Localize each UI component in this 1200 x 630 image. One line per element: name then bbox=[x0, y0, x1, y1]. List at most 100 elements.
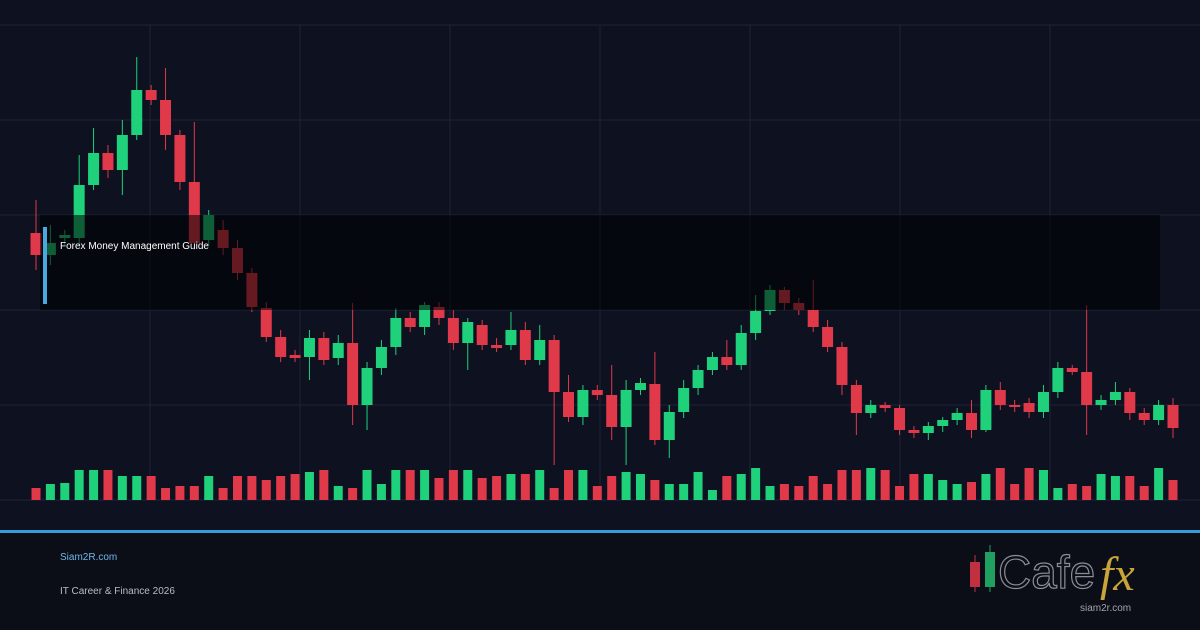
candle-body bbox=[375, 347, 387, 368]
volume-bar bbox=[564, 470, 574, 500]
volume-bar bbox=[117, 476, 127, 500]
volume-bar bbox=[276, 476, 286, 500]
candle-body bbox=[390, 318, 402, 347]
candle-body bbox=[433, 307, 445, 318]
candle-body bbox=[994, 390, 1006, 405]
volume-bar bbox=[362, 470, 372, 500]
logo-accent: fx bbox=[1100, 548, 1135, 601]
volume-bar bbox=[679, 484, 689, 500]
volume-bar bbox=[909, 474, 919, 500]
volume-bar bbox=[463, 470, 473, 500]
volume-bar bbox=[751, 468, 761, 500]
candle-body bbox=[505, 330, 517, 345]
volume-bar bbox=[1096, 474, 1106, 500]
candle-body bbox=[1023, 403, 1035, 412]
overlay-accent bbox=[43, 227, 47, 304]
divider bbox=[0, 530, 1200, 533]
candle-body bbox=[1081, 372, 1093, 405]
candle-body bbox=[88, 153, 100, 185]
volume-bar bbox=[779, 484, 789, 500]
volume-bar bbox=[103, 470, 113, 500]
candle-body bbox=[634, 383, 646, 390]
candle-body bbox=[73, 185, 85, 238]
volume-bar bbox=[74, 470, 84, 500]
volume-bar bbox=[923, 474, 933, 500]
candle-body bbox=[1095, 400, 1107, 405]
candle-body bbox=[419, 305, 431, 327]
candle-body bbox=[275, 337, 287, 357]
candle-body bbox=[1124, 392, 1136, 413]
volume-bar bbox=[146, 476, 156, 500]
candle-body bbox=[822, 327, 834, 347]
candle-body bbox=[750, 311, 762, 333]
candles bbox=[30, 57, 1179, 500]
candle-body bbox=[865, 405, 877, 413]
volume-bar bbox=[492, 476, 502, 500]
candle-body bbox=[1138, 413, 1150, 420]
candle-body bbox=[1109, 392, 1121, 400]
candle-body bbox=[1167, 405, 1179, 428]
candle-body bbox=[548, 340, 560, 392]
volume-bar bbox=[592, 486, 602, 500]
candle-body bbox=[361, 368, 373, 405]
footer-tagline: IT Career & Finance 2026 bbox=[60, 586, 175, 597]
volume-bar bbox=[376, 484, 386, 500]
candle-body bbox=[663, 412, 675, 440]
candle-body bbox=[476, 325, 488, 345]
volume-bar bbox=[1154, 468, 1164, 500]
volume-bar bbox=[549, 488, 559, 500]
candle-body bbox=[347, 343, 359, 405]
volume-bar bbox=[837, 470, 847, 500]
volume-bar bbox=[794, 486, 804, 500]
volume-bar bbox=[520, 474, 530, 500]
volume-bar bbox=[851, 470, 861, 500]
volume-bar bbox=[866, 468, 876, 500]
candle-body bbox=[519, 330, 531, 360]
volume-bar bbox=[60, 483, 70, 500]
candle-body bbox=[131, 90, 143, 135]
volume-bar bbox=[175, 486, 185, 500]
volume-bar bbox=[89, 470, 99, 500]
volume-bar bbox=[189, 486, 199, 500]
candle-body bbox=[980, 390, 992, 430]
candle-body bbox=[721, 357, 733, 365]
candle-body bbox=[1009, 405, 1021, 407]
volume-bar bbox=[607, 476, 617, 500]
volume-bar bbox=[635, 474, 645, 500]
candle-body bbox=[807, 310, 819, 327]
volume-bar bbox=[981, 474, 991, 500]
candle-body bbox=[692, 370, 704, 388]
volume-bar bbox=[448, 470, 458, 500]
candle-body bbox=[966, 413, 978, 430]
volume-bar bbox=[823, 484, 833, 500]
candle-body bbox=[174, 135, 186, 182]
volume-bar bbox=[765, 486, 775, 500]
candle-body bbox=[188, 182, 200, 243]
volume-bar bbox=[621, 472, 631, 500]
candle-body bbox=[260, 308, 272, 337]
volume-bar bbox=[477, 478, 487, 500]
candle-body bbox=[116, 135, 128, 170]
volume-bar bbox=[232, 476, 242, 500]
volume-bar bbox=[895, 486, 905, 500]
candle-body bbox=[879, 405, 891, 408]
volume-bar bbox=[434, 478, 444, 500]
volume-bar bbox=[1168, 480, 1178, 500]
volume-bar bbox=[736, 474, 746, 500]
volume-bar bbox=[1024, 468, 1034, 500]
candle-body bbox=[289, 355, 301, 358]
volume-bar bbox=[290, 474, 300, 500]
candle-body bbox=[606, 395, 618, 427]
volume-bar bbox=[31, 488, 41, 500]
volume-bar bbox=[247, 476, 257, 500]
volume-bar bbox=[218, 488, 228, 500]
overlay-title: Forex Money Management Guide bbox=[60, 241, 209, 252]
volume-bar bbox=[319, 470, 329, 500]
logo: Cafe fx siam2r.com bbox=[970, 545, 1135, 614]
volume-bar bbox=[535, 470, 545, 500]
candle-body bbox=[894, 408, 906, 430]
candle-body bbox=[491, 345, 503, 348]
candle-body bbox=[706, 357, 718, 370]
volume-bar bbox=[664, 484, 674, 500]
candle-body bbox=[678, 388, 690, 412]
